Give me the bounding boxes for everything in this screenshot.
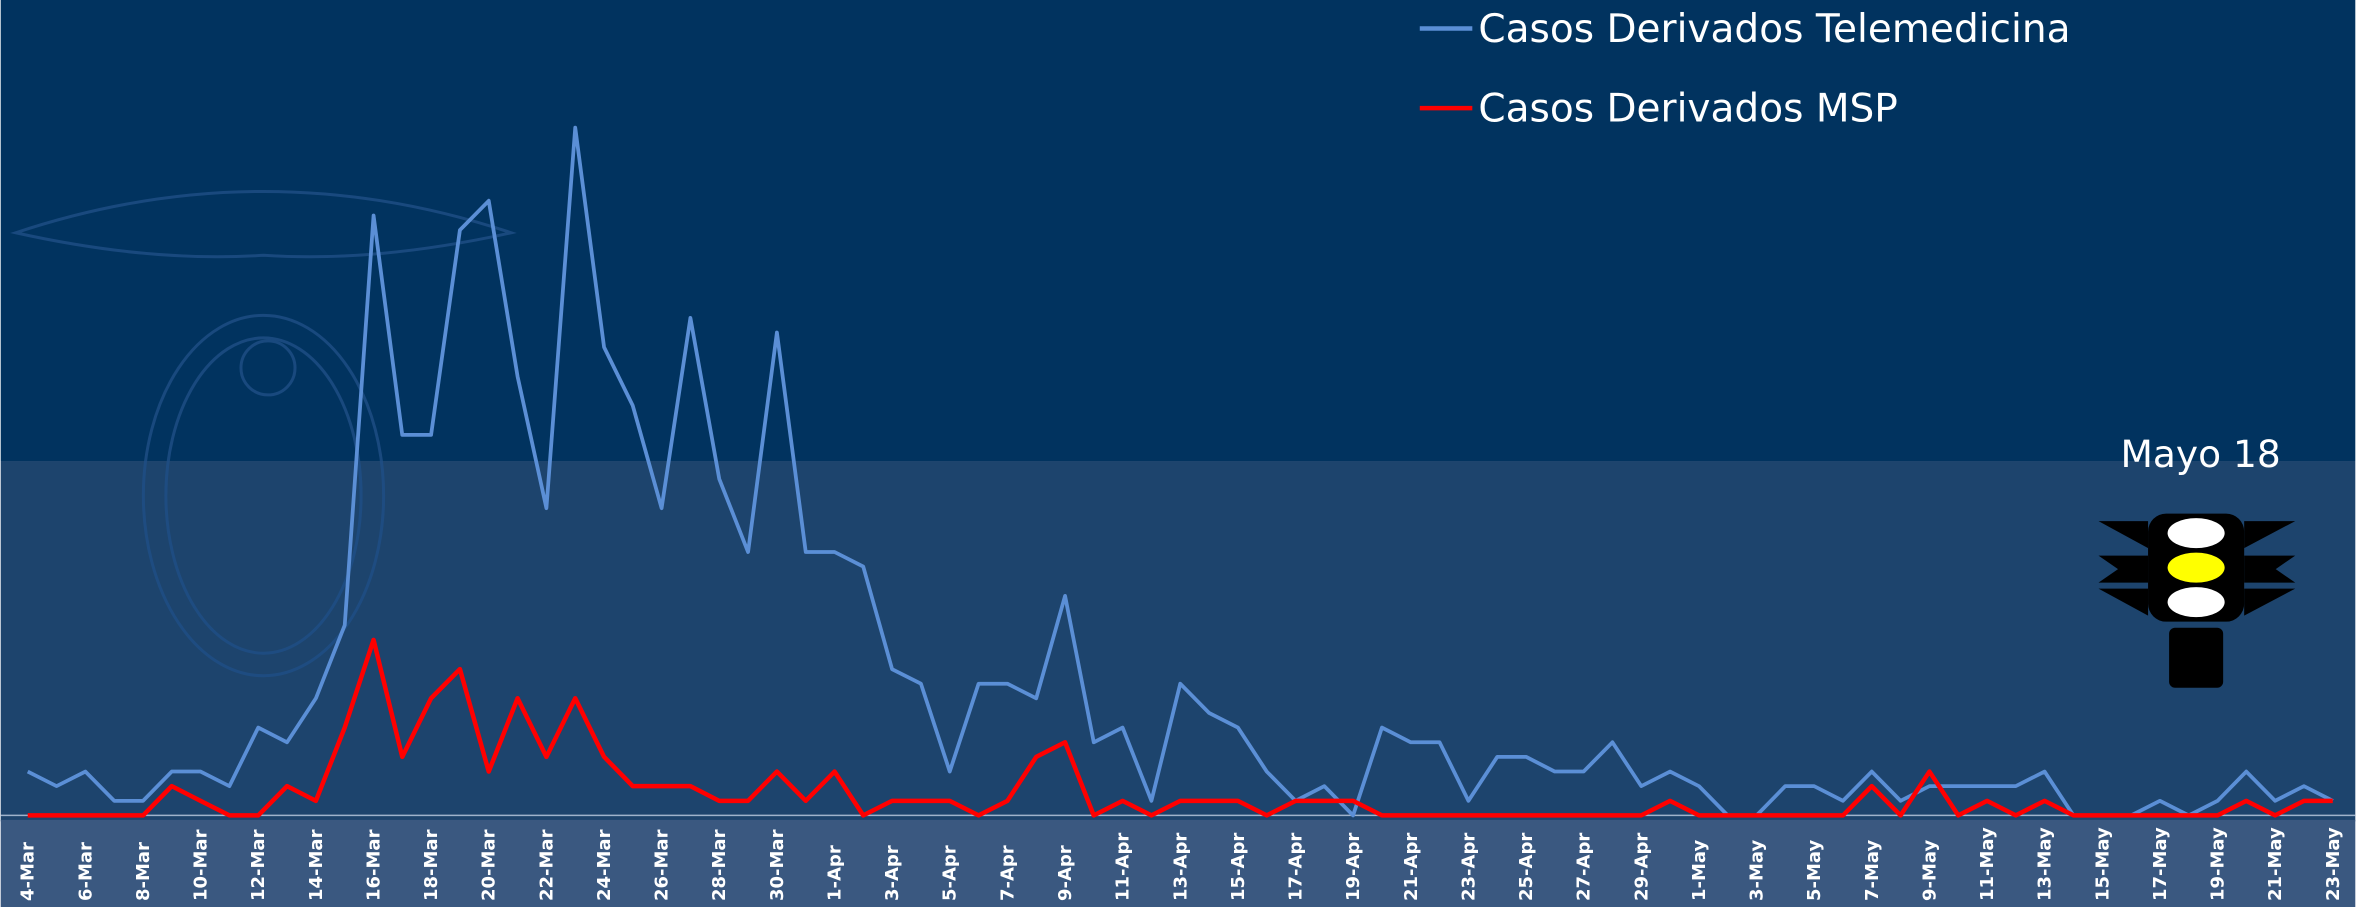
axis-strip [0,819,2356,907]
x-tick-label: 3-May [1747,839,1768,900]
background-top [0,0,2356,462]
x-tick-label: 6-Mar [75,842,96,901]
x-tick-label: 13-Apr [1170,833,1191,901]
x-tick-label: 5-May [1804,839,1825,900]
x-tick-label: 28-Mar [709,829,730,901]
x-tick-label: 15-Apr [1228,833,1249,901]
x-tick-label: 21-Apr [1401,833,1422,901]
x-tick-label: 14-Mar [306,829,327,901]
x-tick-label: 8-Mar [133,842,154,901]
x-tick-label: 17-May [2150,827,2171,901]
x-tick-label: 23-Apr [1458,833,1479,901]
x-tick-label: 26-Mar [652,829,673,901]
x-tick-label: 4-Mar [18,842,39,901]
x-tick-label: 29-Apr [1631,833,1652,901]
x-tick-label: 9-Apr [1055,845,1076,901]
x-tick-label: 23-May [2323,827,2344,901]
x-tick-label: 11-Apr [1113,833,1134,901]
x-tick-label: 24-Mar [594,829,615,901]
x-tick-label: 16-Mar [363,829,384,901]
x-tick-label: 11-May [1977,827,1998,901]
x-tick-label: 17-Apr [1286,833,1307,901]
x-tick-label: 19-Apr [1343,833,1364,901]
x-tick-label: 19-May [2208,827,2229,901]
x-tick-label: 18-Mar [421,829,442,901]
x-tick-label: 30-Mar [767,829,788,901]
x-tick-label: 13-May [2035,827,2056,901]
x-tick-label: 5-Apr [940,845,961,901]
emblem-watermark [10,190,517,678]
x-tick-label: 1-May [1689,839,1710,900]
x-tick-label: 7-Apr [997,845,1018,901]
x-tick-label: 15-May [2092,827,2113,901]
x-tick-label: 22-Mar [536,829,557,901]
x-tick-label: 12-Mar [248,829,269,901]
x-tick-label: 10-Mar [191,829,212,901]
legend-label: Casos Derivados MSP [1478,87,1898,132]
annotation: Mayo 18 [2121,432,2281,476]
x-tick-label: 3-Apr [882,845,903,901]
legend-label: Casos Derivados Telemedicina [1478,7,2070,52]
series-line [27,637,2333,818]
traffic-light [2098,513,2296,688]
x-tick-label: 9-May [1919,839,1940,900]
x-tick-label: 20-Mar [479,829,500,901]
x-tick-label: 27-Apr [1574,833,1595,901]
x-tick-label: 21-May [2265,827,2286,901]
background-bottom [0,461,2356,822]
x-tick-label: 7-May [1862,839,1883,900]
series-line [26,125,2334,818]
x-tick-label: 1-Apr [825,845,846,901]
x-tick-label: 25-Apr [1516,833,1537,901]
